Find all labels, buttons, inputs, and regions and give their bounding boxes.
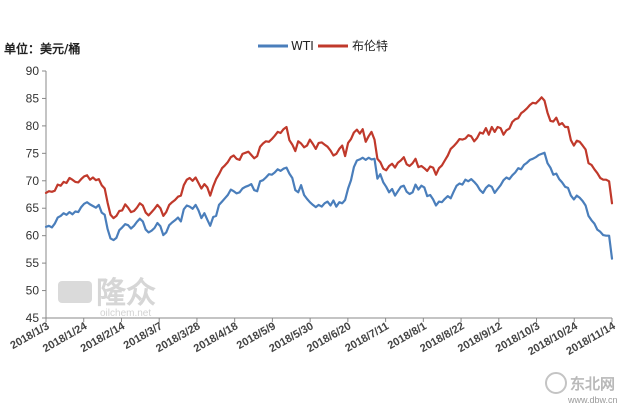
- corner-watermark: 东北网 www.dbw.cn: [545, 372, 618, 405]
- corner-watermark-site: www.dbw.cn: [567, 395, 618, 405]
- y-tick-label: 75: [26, 146, 40, 160]
- series-line-wti: [44, 151, 614, 260]
- legend: WTI 布伦特: [258, 38, 388, 53]
- y-axis: 45 50 55 60 65 70 75 80 85 90: [26, 64, 47, 325]
- plot-area: [44, 96, 614, 260]
- y-tick-label: 85: [26, 91, 40, 105]
- unit-label: 单位：美元/桶: [4, 41, 80, 56]
- watermark-logo: 隆众 oilchem.net: [58, 276, 156, 319]
- y-tick-label: 70: [26, 174, 40, 188]
- y-tick-label: 65: [26, 201, 40, 215]
- y-tick-label: 50: [26, 284, 40, 298]
- corner-watermark-icon: [545, 372, 567, 394]
- x-axis: 2018/1/32018/1/242018/2/142018/3/72018/3…: [8, 317, 618, 358]
- y-tick-label: 80: [26, 119, 40, 133]
- watermark-brand: 隆众: [96, 276, 156, 311]
- series-line-brent: [44, 96, 614, 220]
- legend-label-wti: WTI: [291, 39, 314, 53]
- corner-watermark-name: 东北网: [570, 375, 615, 393]
- y-tick-label: 55: [26, 256, 40, 270]
- legend-label-brent: 布伦特: [352, 38, 388, 53]
- y-tick-label: 60: [26, 229, 40, 243]
- y-tick-label: 90: [26, 64, 40, 78]
- watermark-logo-mark: [58, 281, 92, 303]
- x-tick-label: 2018/7/11: [343, 320, 391, 355]
- watermark-site: oilchem.net: [100, 308, 151, 319]
- y-tick-label: 45: [26, 311, 40, 325]
